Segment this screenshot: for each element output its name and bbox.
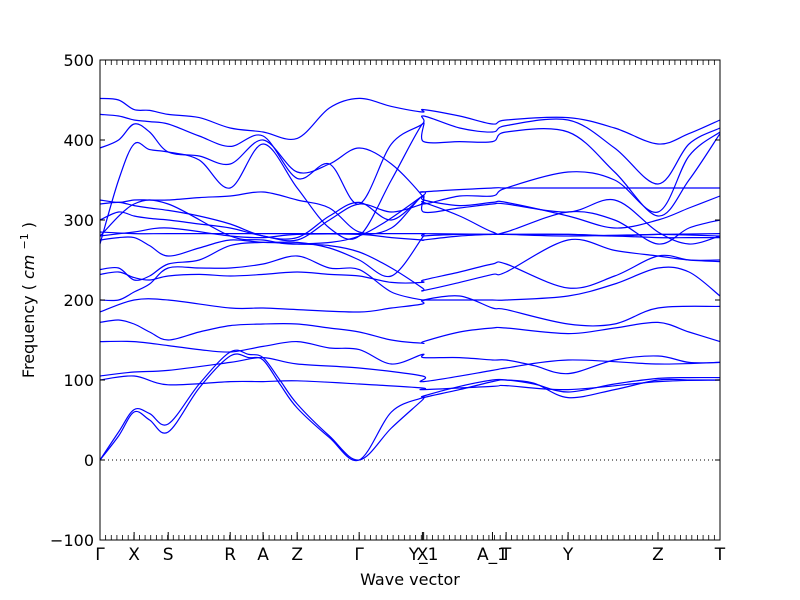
x-tick-label: S <box>163 545 174 565</box>
x-tick-label: Z <box>291 545 303 565</box>
y-tick-label: 0 <box>84 451 94 470</box>
minor-ticks <box>99 60 721 540</box>
band-line-10 <box>99 238 721 292</box>
series-layer <box>99 97 721 462</box>
y-axis-label: Frequency ( cm −1 ) <box>18 222 39 378</box>
band-line-13 <box>99 231 721 237</box>
y-axis-ticks: −100 0 100 200 300 400 500 <box>50 51 720 550</box>
x-tick-label: Y <box>562 545 574 565</box>
band-line-8 <box>99 255 721 302</box>
band-line-5 <box>99 340 721 375</box>
x-tick-label: X <box>417 545 429 565</box>
y-tick-label: 200 <box>63 291 94 310</box>
x-tick-label: Y_1 <box>408 545 439 565</box>
band-line-6 <box>99 319 721 344</box>
band-line-20 <box>99 113 721 205</box>
band-line-1 <box>99 349 721 461</box>
band-line-18 <box>99 122 721 245</box>
y-tick-label: 100 <box>63 371 94 390</box>
band-line-4 <box>99 356 721 383</box>
band-line-19 <box>99 123 721 213</box>
band-line-17 <box>99 187 720 245</box>
x-tick-label: Γ <box>95 545 105 565</box>
band-line-3 <box>99 375 721 391</box>
x-tick-label: Γ <box>354 545 364 565</box>
band-line-2 <box>99 353 720 462</box>
y-tick-label: −100 <box>50 531 94 550</box>
x-tick-label: A <box>257 545 269 565</box>
y-axis-label-unit: cm <box>19 255 38 279</box>
x-tick-label: Z <box>652 545 664 565</box>
x-tick-label: X <box>128 545 140 565</box>
x-tick-label: R <box>224 545 236 565</box>
band-line-21 <box>99 97 721 145</box>
band-line-16 <box>99 191 721 245</box>
x-axis-ticks: Γ X S R A Z Γ XY_1 A_1T Y Z T <box>95 532 726 565</box>
y-axis-label-paren-open: ( <box>19 284 38 290</box>
x-tick-label: T <box>500 545 512 565</box>
y-tick-label: 500 <box>63 51 94 70</box>
y-tick-label: 400 <box>63 131 94 150</box>
plot-frame <box>99 59 721 541</box>
x-tick-label: T <box>714 545 726 565</box>
band-line-7 <box>99 295 721 327</box>
x-axis-label: Wave vector <box>360 570 460 589</box>
y-tick-label: 300 <box>63 211 94 230</box>
y-axis-label-paren-close: ) <box>19 222 38 228</box>
band-line-9 <box>99 254 721 289</box>
band-line-15 <box>99 194 721 240</box>
y-axis-label-text: Frequency <box>19 295 38 378</box>
x-tick-label: A_1 <box>477 545 508 565</box>
y-axis-label-unit-exponent: −1 <box>18 233 31 249</box>
